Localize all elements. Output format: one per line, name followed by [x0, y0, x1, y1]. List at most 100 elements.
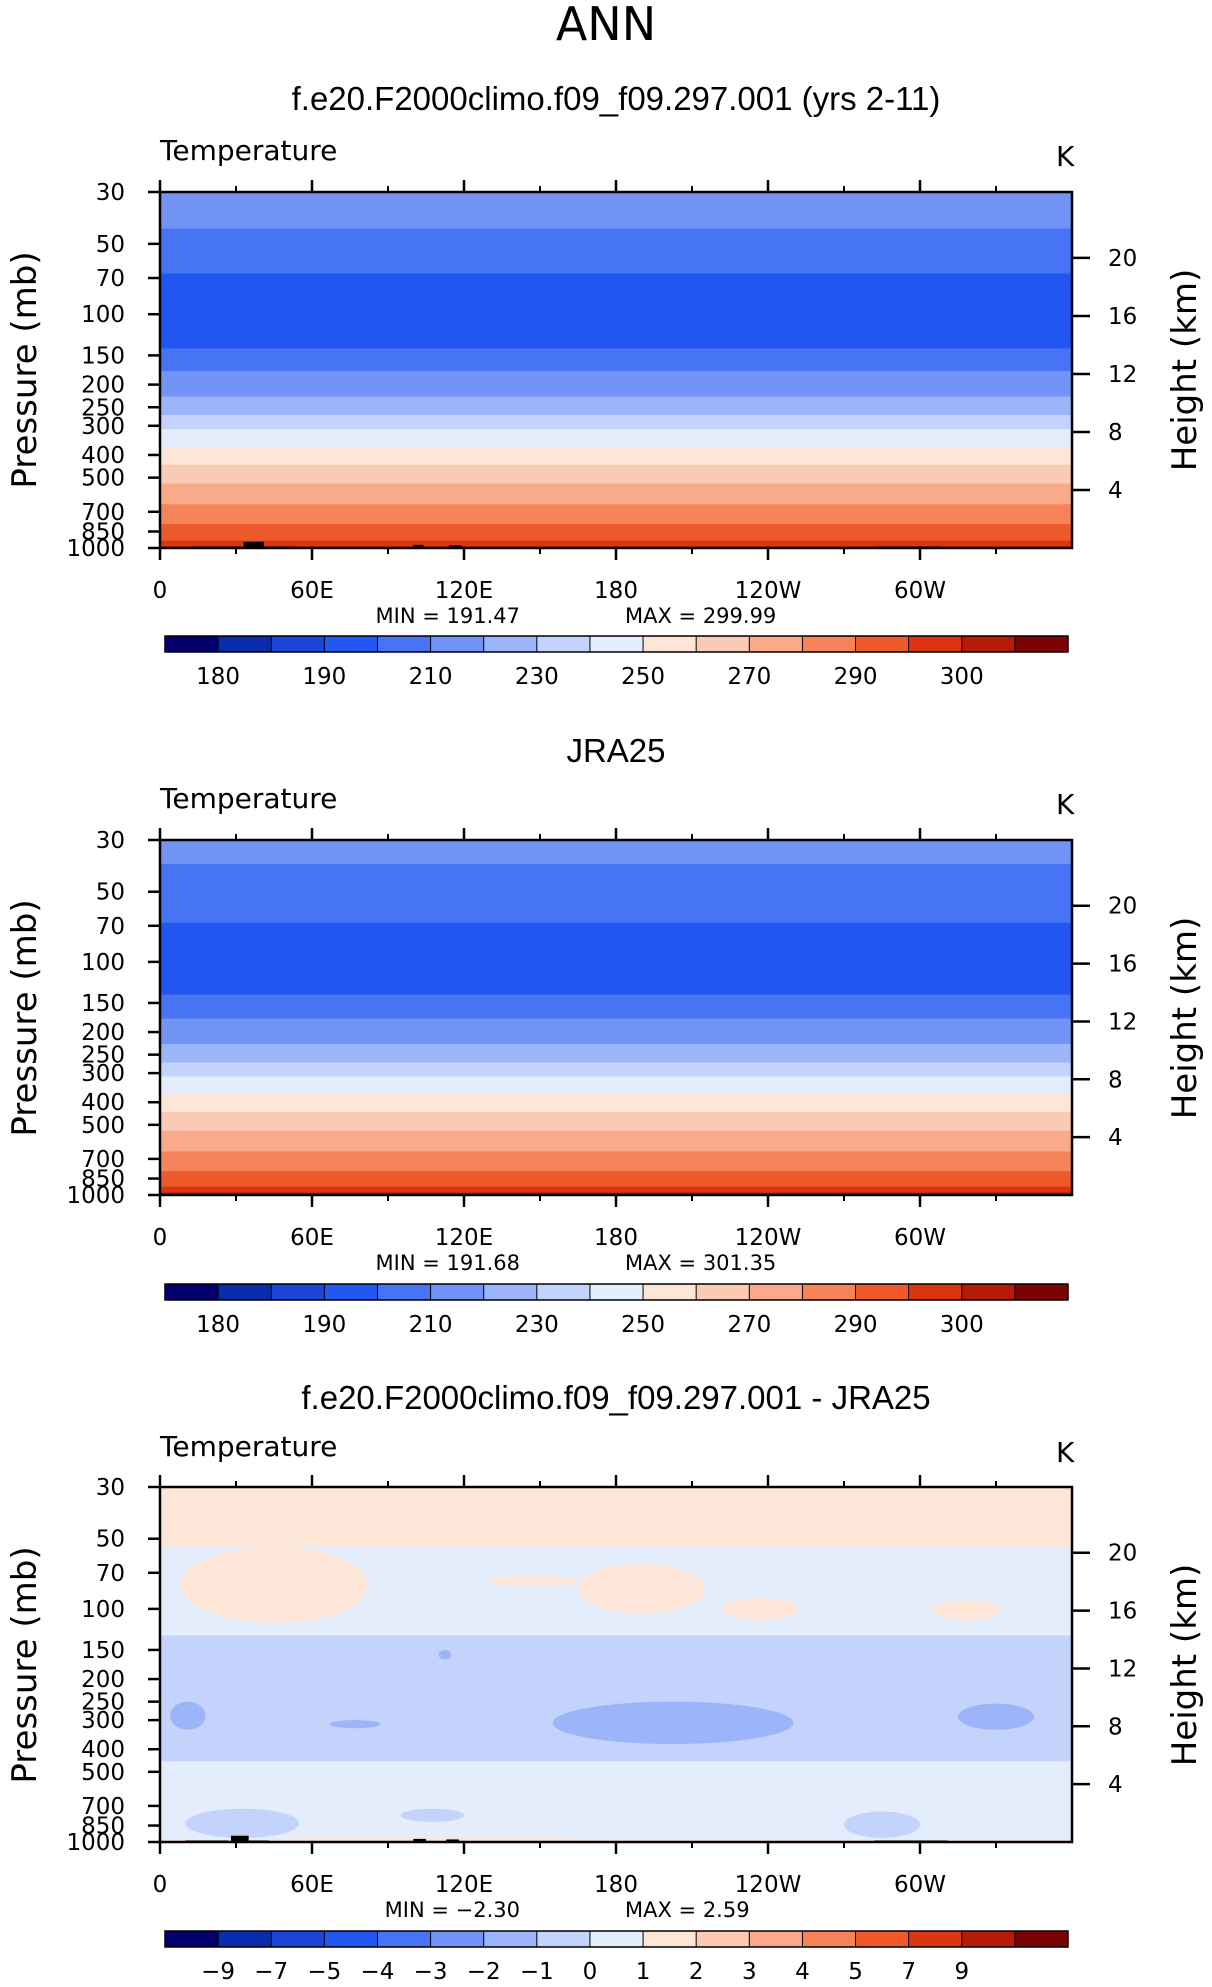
- contour-patch: [489, 1575, 578, 1587]
- y-tick-label: 150: [81, 343, 125, 369]
- contour-patch: [722, 1598, 799, 1621]
- panel-3-min-label: MIN = −2.30: [385, 1898, 520, 1922]
- contour-band: [160, 994, 1072, 1020]
- y-tick-label: 850: [81, 1814, 125, 1840]
- panel-3-y-axis-title: Pressure (mb): [5, 1546, 45, 1783]
- y-tick-label: 100: [81, 950, 125, 976]
- colorbar-swatch: [855, 636, 910, 652]
- colorbar-label: 300: [940, 664, 984, 690]
- y-tick-label: 200: [81, 373, 125, 399]
- colorbar-swatch: [802, 1284, 856, 1300]
- right-tick-label: 16: [1108, 1599, 1137, 1625]
- y-tick-label: 500: [81, 1113, 125, 1139]
- y-tick-label: 1000: [66, 1830, 125, 1856]
- x-tick-label: 120W: [735, 1225, 802, 1251]
- panel-3-x-axis: 0 60E 120E 180 120W 60W: [153, 1475, 997, 1898]
- colorbar-label: −5: [307, 1959, 341, 1985]
- colorbar-swatch: [589, 1284, 644, 1300]
- land-mask-block: [243, 541, 264, 548]
- contour-band: [160, 1130, 1072, 1152]
- contour-band: [160, 464, 1072, 485]
- contour-band: [160, 1761, 1072, 1841]
- panel-2-units: K: [1056, 788, 1075, 821]
- land-mask-block: [230, 1835, 249, 1842]
- panel-2-right-axis-title: Height (km): [1165, 917, 1205, 1120]
- colorbar-label: 4: [795, 1959, 810, 1985]
- colorbar-swatch: [324, 636, 378, 652]
- colorbar-swatch: [643, 1284, 697, 1300]
- colorbar-swatch: [324, 1284, 378, 1300]
- contour-band: [160, 540, 1072, 548]
- contour-band: [160, 1094, 1072, 1113]
- contour-band: [160, 1076, 1072, 1095]
- contour-patch: [578, 1563, 705, 1614]
- contour-patch: [844, 1811, 920, 1838]
- colorbar-label: 5: [848, 1959, 863, 1985]
- colorbar-swatch: [961, 636, 1016, 652]
- x-tick-label: 180: [594, 578, 638, 604]
- colorbar-swatch: [324, 1931, 378, 1947]
- contour-patch: [180, 1546, 368, 1624]
- y-tick-label: 150: [81, 991, 125, 1017]
- contour-band: [160, 429, 1072, 448]
- colorbar-swatch: [218, 636, 272, 652]
- colorbar-swatch: [483, 636, 538, 652]
- colorbar-swatch: [536, 636, 591, 652]
- colorbar-swatch: [855, 1284, 910, 1300]
- colorbar-swatch: [271, 1931, 325, 1947]
- right-tick-label: 12: [1108, 1656, 1137, 1682]
- panel-1-colorbar: 180 190 210 230 250 270 290 300: [164, 635, 1069, 690]
- contour-band: [160, 273, 1072, 349]
- colorbar-label: 0: [583, 1959, 598, 1985]
- colorbar-swatch: [908, 636, 963, 652]
- colorbar-label: 2: [689, 1959, 704, 1985]
- contour-patch: [400, 1808, 464, 1822]
- y-tick-label: 300: [81, 1708, 125, 1734]
- land-mask-block: [446, 1839, 459, 1842]
- contour-band: [160, 504, 1072, 525]
- y-tick-label: 850: [81, 1167, 125, 1193]
- contour-patch: [281, 1836, 591, 1842]
- panel-3-variable-label: Temperature: [159, 1430, 337, 1463]
- y-tick-label: 300: [81, 414, 125, 440]
- x-tick-label: 60E: [290, 1225, 334, 1251]
- colorbar-frame: [164, 635, 1069, 653]
- contour-patch: [958, 1703, 1034, 1730]
- y-tick-label: 30: [96, 828, 125, 854]
- contour-patch: [329, 1720, 381, 1729]
- y-tick-label: 70: [96, 266, 125, 292]
- y-tick-label: 50: [96, 232, 125, 258]
- right-tick-label: 16: [1108, 952, 1137, 978]
- panel-2-colorbar: 180 190 210 230 250 270 290 300: [164, 1283, 1069, 1338]
- panel-1-max-label: MAX = 299.99: [625, 604, 776, 628]
- right-tick-label: 4: [1108, 1125, 1123, 1151]
- colorbar-swatch: [377, 1284, 431, 1300]
- right-tick-label: 16: [1108, 304, 1137, 330]
- colorbar-label: −9: [201, 1959, 235, 1985]
- panel-2-x-axis: 0 60E 120E 180 120W 60W: [153, 828, 997, 1251]
- colorbar-label: −2: [467, 1959, 501, 1985]
- right-tick-label: 12: [1108, 1009, 1137, 1035]
- contour-band: [160, 1062, 1072, 1078]
- colorbar-swatch: [802, 1931, 856, 1947]
- colorbar-swatch: [855, 1931, 910, 1947]
- contour-band: [160, 1171, 1072, 1188]
- panel-3: f.e20.F2000climo.f09_f09.297.001 - JRA25…: [5, 1379, 1205, 1985]
- contour-patch: [932, 1600, 1002, 1621]
- y-tick-label: 1000: [66, 536, 125, 562]
- colorbar-swatch: [696, 1931, 750, 1947]
- colorbar-label: 250: [621, 1312, 665, 1338]
- x-tick-label: 120W: [735, 1872, 802, 1898]
- colorbar-swatch: [483, 1284, 538, 1300]
- colorbar-swatch: [430, 636, 485, 652]
- colorbar-label: 190: [302, 664, 346, 690]
- colorbar-label: 180: [196, 664, 240, 690]
- right-tick-label: 8: [1108, 1714, 1123, 1740]
- colorbar-swatch: [961, 1284, 1016, 1300]
- x-tick-label: 0: [153, 1225, 168, 1251]
- y-tick-label: 700: [81, 1794, 125, 1820]
- contour-band: [160, 1635, 1072, 1762]
- panel-1-units: K: [1056, 140, 1075, 173]
